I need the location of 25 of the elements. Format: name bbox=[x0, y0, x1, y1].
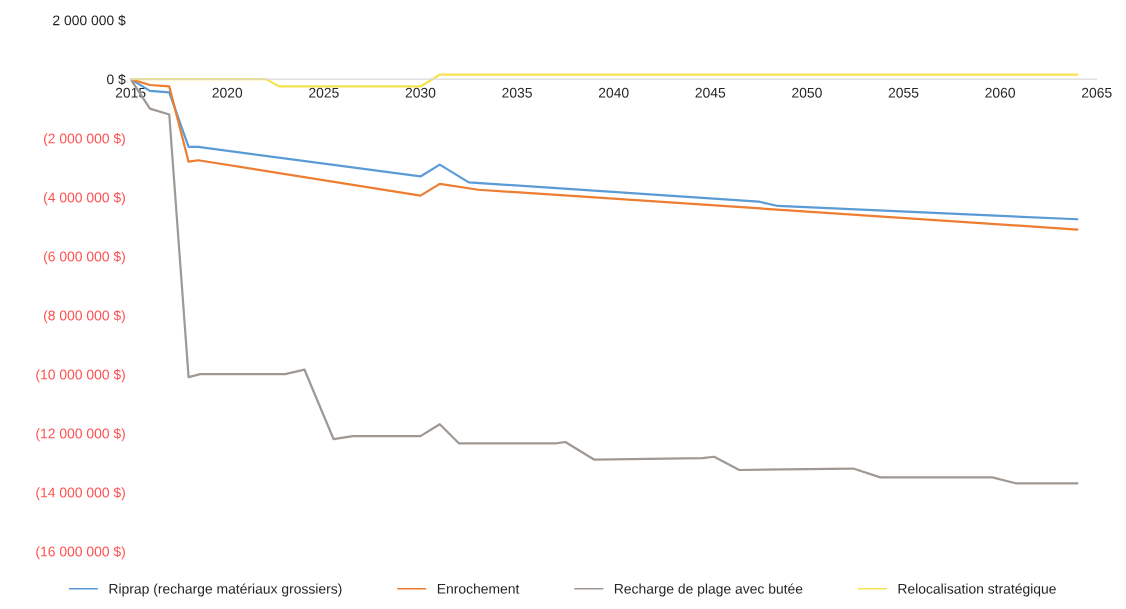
y-tick-label: (14 000 000 $) bbox=[36, 487, 125, 501]
legend-label: Riprap (recharge matériaux grossiers) bbox=[109, 583, 342, 597]
legend-label: Recharge de plage avec butée bbox=[614, 583, 803, 597]
y-tick-label: (4 000 000 $) bbox=[44, 191, 125, 206]
y-tick-label: 2 000 000 $ bbox=[53, 14, 126, 27]
x-tick-label: 2065 bbox=[1081, 87, 1112, 98]
x-tick-label: 2040 bbox=[598, 87, 629, 98]
y-tick-label: (6 000 000 $) bbox=[44, 250, 125, 265]
y-tick-label: 0 $ bbox=[106, 73, 126, 86]
x-tick-label: 2015 bbox=[115, 87, 146, 98]
x-tick-label: 2025 bbox=[309, 87, 339, 98]
x-tick-label: 2030 bbox=[405, 87, 436, 98]
x-tick-label: 2060 bbox=[985, 87, 1016, 98]
y-tick-label: (8 000 000 $) bbox=[44, 309, 125, 324]
x-tick-label: 2035 bbox=[502, 87, 532, 98]
y-tick-label: (12 000 000 $) bbox=[36, 427, 125, 442]
x-tick-label: 2020 bbox=[212, 87, 243, 98]
y-tick-label: (16 000 000 $) bbox=[36, 546, 125, 560]
y-tick-label: (10 000 000 $) bbox=[36, 368, 125, 383]
x-tick-label: 2045 bbox=[695, 87, 726, 98]
x-tick-label: 2055 bbox=[888, 87, 919, 98]
x-tick-label: 2050 bbox=[792, 87, 822, 98]
y-tick-label: (2 000 000 $) bbox=[44, 132, 125, 147]
legend-label: Relocalisation stratégique bbox=[898, 583, 1056, 597]
legend-label: Enrochement bbox=[437, 583, 520, 594]
